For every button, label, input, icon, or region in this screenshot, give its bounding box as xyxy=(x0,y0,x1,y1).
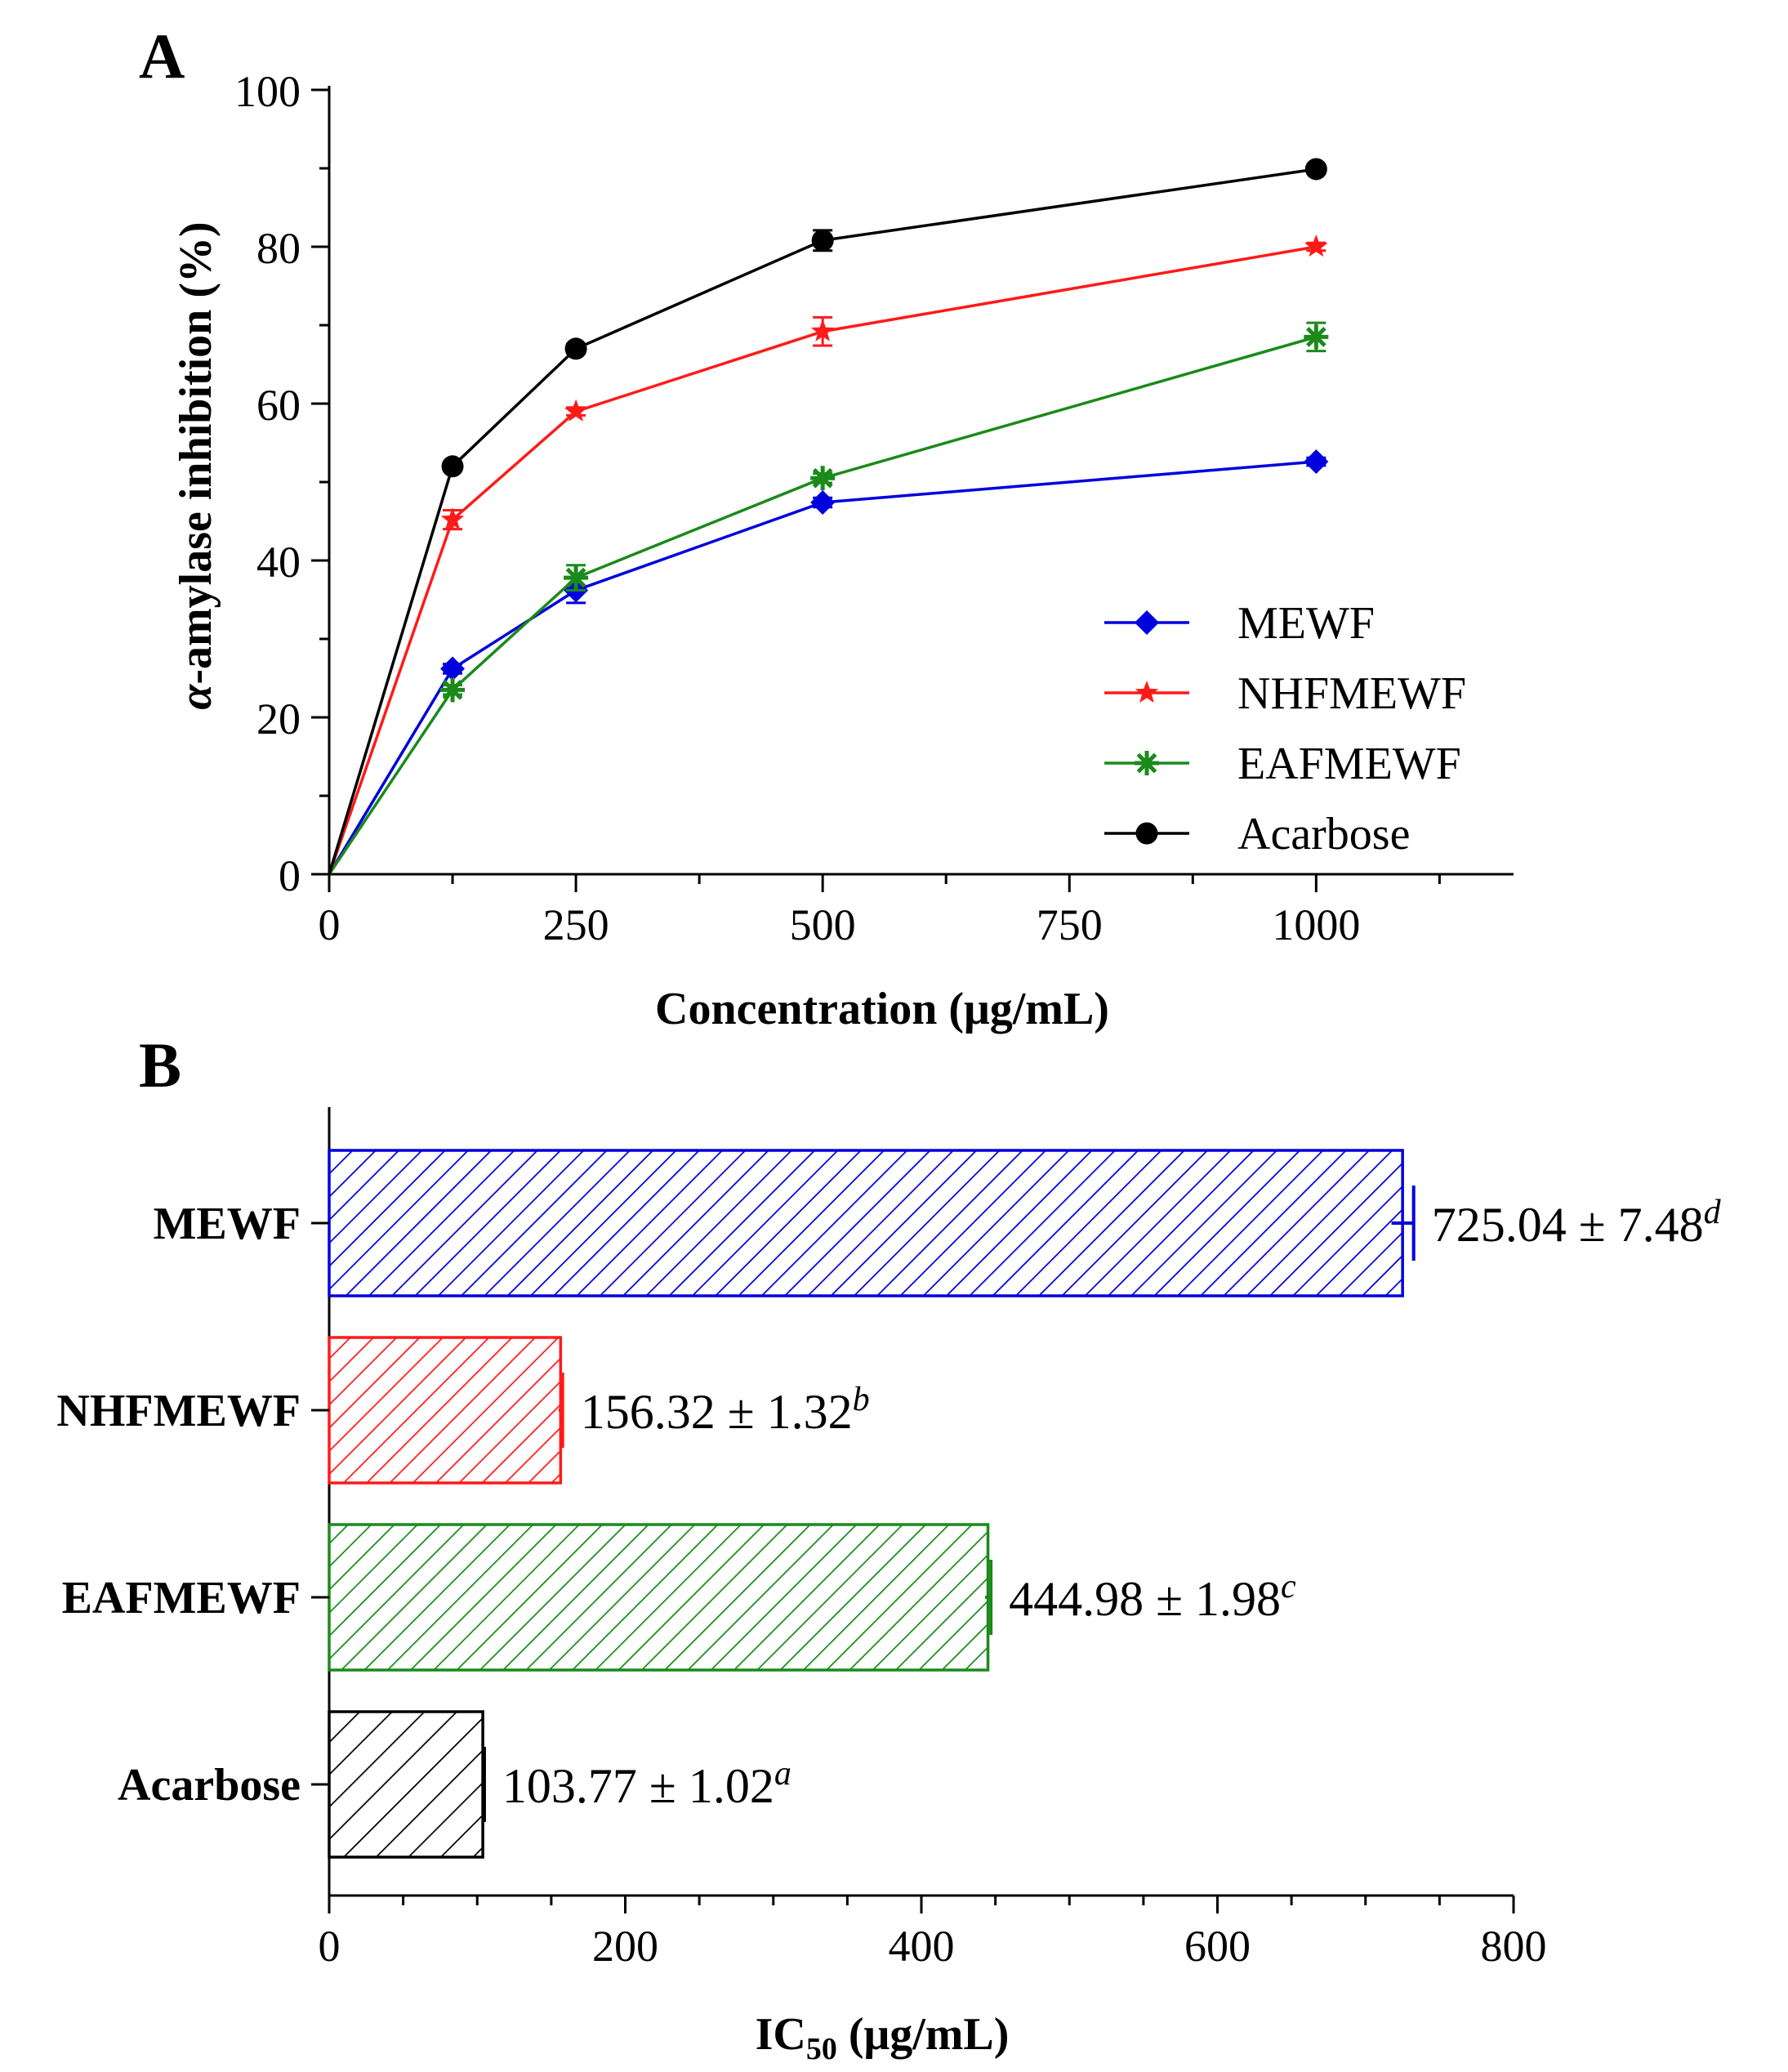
bar-group-nhfmewf: NHFMEWF 156.32 ± 1.32b xyxy=(56,1336,870,1485)
data-point-nhfmewf xyxy=(1304,234,1328,257)
data-point-nhfmewf xyxy=(440,507,465,530)
bar-group-acarbose: Acarbose 103.77 ± 1.02a xyxy=(118,1710,791,1859)
y-axis-label-alpha: α xyxy=(171,684,221,710)
data-point-mewf xyxy=(1304,449,1329,475)
value-label-text: 725.04 ± 7.48 xyxy=(1432,1198,1704,1252)
series-line-acarbose xyxy=(328,167,1317,875)
bar-eafmewf xyxy=(328,1523,990,1672)
legend-item-nhfmewf: NHFMEWF xyxy=(1104,668,1466,719)
data-point-nhfmewf xyxy=(564,399,588,422)
data-point-mewf xyxy=(440,656,466,681)
x-tick-label: 750 xyxy=(1037,900,1103,949)
data-point-eafmewf xyxy=(440,677,466,703)
data-point-acarbose xyxy=(1304,158,1327,181)
data-point-eafmewf xyxy=(810,466,836,491)
legend-marker xyxy=(1135,822,1158,845)
asterisk-stroke xyxy=(442,680,463,700)
data-point-eafmewf xyxy=(1304,324,1329,350)
legend-item-mewf: MEWF xyxy=(1104,598,1375,649)
series-line-eafmewf xyxy=(328,335,1317,875)
significance-letter: b xyxy=(853,1381,870,1418)
panel-a-legend: MEWF NHFMEWF EAFMEWF Acarbose xyxy=(1104,598,1466,860)
bar-group-eafmewf: EAFMEWF 444.98 ± 1.98c xyxy=(62,1523,1296,1672)
legend-item-acarbose: Acarbose xyxy=(1104,809,1410,860)
value-label: 103.77 ± 1.02a xyxy=(502,1755,791,1813)
bar-nhfmewf xyxy=(328,1336,563,1485)
legend-label: NHFMEWF xyxy=(1237,668,1466,719)
x-tick-label: 600 xyxy=(1184,1922,1251,1971)
y-axis-label-rest: -amylase inhibition (%) xyxy=(171,221,221,684)
category-label: Acarbose xyxy=(118,1760,301,1811)
panel-a-x-axis-label: Concentration (μg/mL) xyxy=(655,984,1109,1034)
x-axis-label-rest: (μg/mL) xyxy=(837,2009,1010,2060)
panel-a-letter: A xyxy=(139,20,185,92)
legend-marker xyxy=(1135,681,1159,703)
category-label: NHFMEWF xyxy=(56,1386,301,1436)
y-tick-label: 100 xyxy=(234,67,301,116)
data-point-acarbose xyxy=(441,455,464,478)
category-label: EAFMEWF xyxy=(62,1573,301,1623)
panel-b-bar-chart: B 0 200 400 600 800 MEWF 725.04 ± 7.48d NHFMEW… xyxy=(56,1029,1721,2066)
x-tick-label: 1000 xyxy=(1272,900,1360,949)
series-mewf xyxy=(328,449,1329,875)
x-tick-label: 800 xyxy=(1481,1922,1547,1971)
data-point-acarbose xyxy=(811,229,834,252)
data-point-nhfmewf xyxy=(810,319,835,342)
legend-item-eafmewf: EAFMEWF xyxy=(1104,739,1461,789)
data-point-acarbose xyxy=(564,337,587,360)
series-eafmewf xyxy=(328,321,1329,875)
x-tick-label: 250 xyxy=(543,900,609,949)
x-tick-label: 400 xyxy=(889,1922,955,1971)
panel-b-bars: MEWF 725.04 ± 7.48d NHFMEWF 156.32 ± 1.32b E… xyxy=(56,1149,1722,1859)
x-tick-label: 0 xyxy=(319,1922,341,1971)
legend-label: EAFMEWF xyxy=(1237,739,1461,789)
value-label: 725.04 ± 7.48d xyxy=(1432,1194,1722,1252)
y-tick-label: 80 xyxy=(256,224,301,273)
legend-label: Acarbose xyxy=(1237,809,1410,860)
y-tick-label: 40 xyxy=(256,538,301,587)
bar-mewf xyxy=(328,1149,1404,1297)
value-label: 444.98 ± 1.98c xyxy=(1009,1568,1296,1626)
asterisk-stroke xyxy=(1136,752,1157,774)
value-label: 156.32 ± 1.32b xyxy=(581,1381,870,1439)
panel-b-x-axis-label: IC50 (μg/mL) xyxy=(756,2009,1010,2066)
significance-letter: a xyxy=(774,1755,791,1793)
panel-b-letter: B xyxy=(139,1029,181,1101)
legend-marker xyxy=(1135,610,1159,635)
panel-a-y-axis-label: α-amylase inhibition (%) xyxy=(171,221,221,709)
asterisk-stroke xyxy=(1305,327,1327,347)
significance-letter: d xyxy=(1704,1194,1722,1231)
bar-acarbose xyxy=(328,1710,484,1859)
asterisk-stroke xyxy=(565,567,586,588)
panel-b-axes: 0 200 400 600 800 xyxy=(319,1107,1547,1971)
legend-marker xyxy=(1135,751,1159,775)
bar-group-mewf: MEWF 725.04 ± 7.48d xyxy=(154,1149,1722,1297)
x-axis-label-ic: IC xyxy=(756,2009,806,2060)
value-label-text: 156.32 ± 1.32 xyxy=(581,1385,853,1439)
x-tick-label: 200 xyxy=(592,1922,658,1971)
y-tick-label: 20 xyxy=(256,694,301,744)
significance-letter: c xyxy=(1281,1568,1296,1605)
x-tick-label: 0 xyxy=(319,900,341,949)
y-tick-label: 60 xyxy=(256,381,301,430)
data-point-mewf xyxy=(810,489,836,515)
data-point-eafmewf xyxy=(564,565,589,591)
legend-label: MEWF xyxy=(1237,598,1375,649)
value-label-text: 103.77 ± 1.02 xyxy=(502,1759,774,1813)
y-tick-label: 0 xyxy=(279,851,301,900)
category-label: MEWF xyxy=(154,1199,301,1249)
x-axis-label-sub: 50 xyxy=(806,2032,837,2066)
series-acarbose xyxy=(328,158,1327,875)
panel-a-series xyxy=(328,158,1329,875)
series-nhfmewf xyxy=(328,234,1328,875)
x-tick-label: 500 xyxy=(790,900,856,949)
asterisk-stroke xyxy=(812,467,833,489)
value-label-text: 444.98 ± 1.98 xyxy=(1009,1572,1281,1626)
